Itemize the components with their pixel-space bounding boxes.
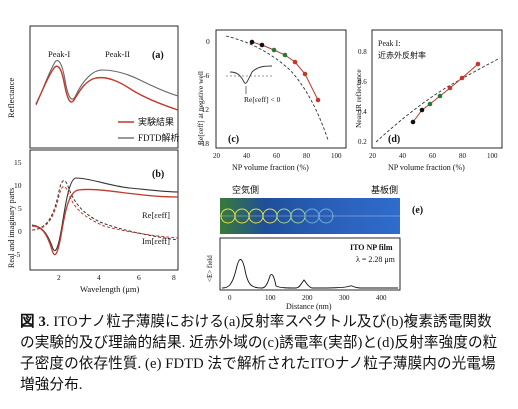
d-point — [419, 107, 425, 113]
experimental-curve — [35, 65, 179, 111]
d-point — [447, 85, 453, 91]
b-ytick-10: 10 — [14, 181, 22, 190]
inset-curve — [229, 65, 273, 84]
e-xtick-300: 300 — [339, 294, 350, 302]
panel-d-ylabel: Near IR reflectance — [354, 69, 363, 128]
legend-exp-text: 実験結果 — [138, 116, 174, 127]
e-xtick-0: 0 — [228, 294, 232, 302]
panel-a-label: (a) — [152, 50, 164, 61]
peak-2-label: Peak-II — [105, 49, 130, 59]
panel-e-label: (e) — [412, 205, 423, 216]
c-xtick-20: 20 — [213, 152, 221, 160]
c-xtick-80: 80 — [303, 152, 311, 160]
panel-a-ylabel: Reflectance — [6, 78, 16, 118]
panel-c-xlabel: NP volume fraction (%) — [232, 163, 309, 172]
field-profile — [221, 259, 398, 289]
c-point — [292, 59, 298, 65]
figure-caption: 図 3. ITOナノ粒子薄膜における(a)反射率スペクトル及び(b)複素誘電関数… — [20, 312, 505, 396]
panel-c-label: (c) — [228, 134, 239, 145]
c-point — [302, 71, 308, 77]
film-label: ITO NP film — [350, 243, 393, 252]
e-xtick-400: 400 — [376, 294, 387, 302]
c-exp-line — [251, 41, 319, 101]
panel-e-ylabel: <E> field — [206, 255, 214, 282]
d-xtick-40: 40 — [399, 152, 407, 160]
peak-1-label: Peak-I — [48, 49, 70, 59]
lambda-label: λ = 2.28 μm — [356, 255, 396, 264]
legend-fdtd-text: FDTD解析 — [138, 132, 180, 143]
panel-d-xlabel: NP volume fraction (%) — [388, 163, 465, 172]
panel-b-xlabel: Wavelength (μm) — [80, 284, 140, 294]
im-fdtd-curve — [31, 180, 179, 241]
panel-e-xlabel: Distance (nm) — [286, 302, 332, 311]
c-xtick-60: 60 — [273, 152, 281, 160]
c-ytick-m12: -12 — [199, 105, 209, 114]
panel-c-ylabel: Re[εeff] at negative well — [196, 71, 205, 145]
c-ytick-m18: -18 — [199, 139, 209, 148]
d-xtick-60: 60 — [429, 152, 437, 160]
figure-number: 図 3 — [20, 314, 46, 330]
b-ytick-5: 5 — [18, 204, 22, 213]
d-point — [437, 93, 443, 99]
b-ytick-m5: -5 — [14, 250, 20, 259]
re-exp-curve — [31, 188, 179, 256]
panel-a-frame — [29, 25, 179, 149]
panel-b-ylabel: Real and imaginary parts — [7, 188, 16, 268]
panel-b-label: (b) — [152, 169, 164, 180]
substrate-side-label: 基板側 — [371, 184, 398, 195]
c-ytick-m6: -6 — [203, 71, 209, 80]
d-ytick-04: 0.4 — [358, 108, 367, 116]
inset-label: Re[εeff] < 0 — [244, 95, 281, 104]
panel-e-frame — [219, 237, 401, 291]
fdtd-curve — [35, 60, 179, 106]
d-point — [459, 75, 465, 81]
panel-d-note2: 近赤外反射率 — [378, 50, 426, 60]
panel-d-note1: Peak I: — [378, 39, 400, 48]
d-point — [427, 101, 433, 107]
b-xtick-2: 2 — [57, 273, 61, 282]
d-ytick-08: 0.8 — [358, 48, 367, 56]
d-point — [475, 61, 481, 67]
b-xtick-8: 8 — [172, 273, 176, 282]
b-ytick-0: 0 — [18, 227, 22, 236]
d-xtick-100: 100 — [487, 152, 498, 160]
c-theory-curve — [225, 35, 329, 141]
d-xtick-20: 20 — [369, 152, 377, 160]
c-point — [271, 47, 277, 53]
d-xtick-80: 80 — [459, 152, 467, 160]
panel-c-frame — [215, 29, 347, 149]
b-ytick-15: 15 — [14, 158, 22, 167]
re-label: Re[εeff] — [142, 210, 170, 220]
c-xtick-100: 100 — [331, 152, 342, 160]
im-label: Im[εeff] — [142, 236, 170, 246]
b-xtick-6: 6 — [137, 273, 141, 282]
d-ytick-06: 0.6 — [358, 78, 367, 86]
d-exp-line — [412, 63, 479, 123]
c-point — [315, 97, 321, 103]
air-side-label: 空気側 — [232, 184, 259, 195]
e-xtick-200: 200 — [302, 294, 313, 302]
c-point — [259, 42, 265, 48]
panel-b-frame — [29, 149, 179, 271]
e-xtick-100: 100 — [265, 294, 276, 302]
panel-d-frame — [371, 29, 503, 149]
panel-d-label: (d) — [388, 134, 400, 145]
im-exp-curve — [31, 185, 179, 239]
c-xtick-40: 40 — [243, 152, 251, 160]
c-ytick-0: 0 — [206, 37, 210, 46]
d-point — [410, 119, 416, 125]
c-point — [282, 52, 288, 58]
b-xtick-4: 4 — [97, 273, 101, 282]
d-theory-curve — [375, 57, 501, 143]
d-ytick-02: 0.2 — [358, 138, 367, 146]
caption-text: . ITOナノ粒子薄膜における(a)反射率スペクトル及び(b)複素誘電関数の実験… — [20, 314, 498, 393]
c-point — [249, 39, 255, 45]
